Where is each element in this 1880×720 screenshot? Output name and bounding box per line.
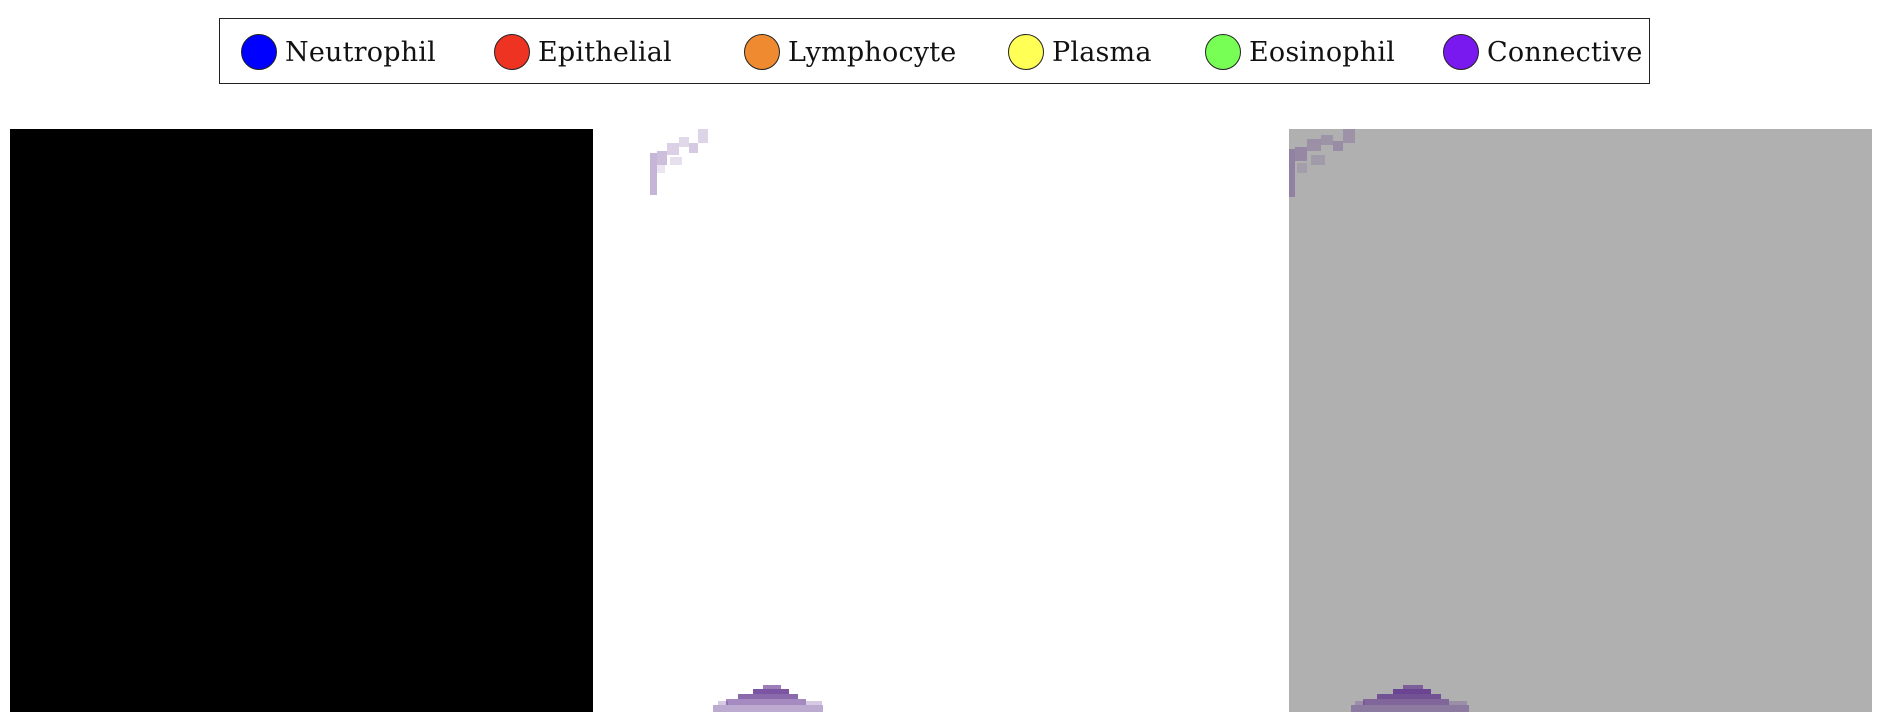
legend-item-lymphocyte: Lymphocyte	[744, 19, 956, 85]
legend-label: Connective	[1487, 36, 1643, 68]
stain-top-left	[650, 129, 708, 195]
mask-panel	[10, 129, 593, 712]
stain-bottom	[713, 685, 823, 712]
tissue-image	[598, 129, 1181, 712]
stain-bottom	[1351, 685, 1469, 712]
epithelial-swatch-icon	[494, 34, 530, 70]
legend-item-neutrophil: Neutrophil	[241, 19, 436, 85]
stain-top-left	[1289, 129, 1355, 197]
overlay-panel	[1289, 129, 1872, 712]
legend-item-connective: Connective	[1443, 19, 1643, 85]
legend-label: Neutrophil	[285, 36, 436, 68]
legend-label: Epithelial	[538, 36, 672, 68]
legend-item-eosinophil: Eosinophil	[1205, 19, 1395, 85]
tissue-panel	[598, 129, 1181, 712]
lymphocyte-swatch-icon	[744, 34, 780, 70]
legend-item-plasma: Plasma	[1008, 19, 1152, 85]
plasma-swatch-icon	[1008, 34, 1044, 70]
legend-label: Lymphocyte	[788, 36, 957, 68]
eosinophil-swatch-icon	[1205, 34, 1241, 70]
connective-swatch-icon	[1443, 34, 1479, 70]
overlay-image	[1289, 129, 1872, 712]
mask-image	[10, 129, 593, 712]
legend-label: Eosinophil	[1249, 36, 1396, 68]
legend: Neutrophil Epithelial Lymphocyte Plasma …	[219, 18, 1650, 84]
neutrophil-swatch-icon	[241, 34, 277, 70]
legend-item-epithelial: Epithelial	[494, 19, 672, 85]
legend-label: Plasma	[1052, 36, 1152, 68]
